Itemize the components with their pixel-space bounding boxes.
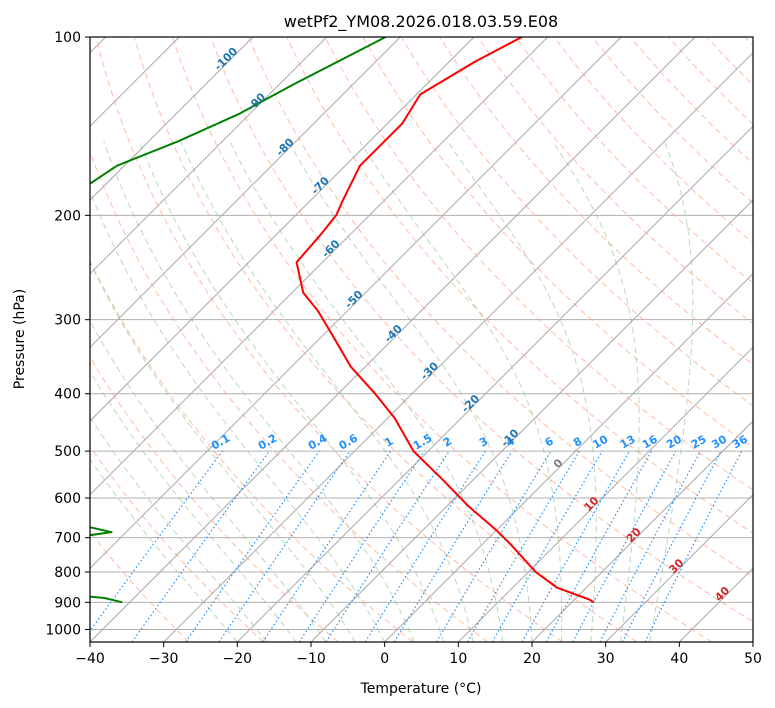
dry-adiabat: [248, 37, 753, 578]
x-tick-label: −10: [296, 651, 326, 667]
isotherm-line: [90, 37, 696, 642]
x-axis-label: Temperature (°C): [360, 681, 482, 697]
isotherm-line: [90, 37, 254, 201]
mixing-ratio-line: [521, 450, 631, 642]
moist-adiabat: [180, 141, 474, 642]
axes: −40 −30 −20 −10 0 10 20 30 40 50 100 200 300 400 500 60…: [45, 30, 762, 667]
moist-adiabat: [90, 416, 268, 642]
dry-adiabat: [286, 37, 753, 534]
x-tick-label: −30: [149, 651, 179, 667]
dry-adiabat: [210, 37, 753, 623]
mixing-ratio-line: [90, 450, 223, 632]
moist-adiabat: [90, 458, 238, 642]
dry-adiabat: [90, 356, 339, 642]
isotherm-line: [605, 493, 753, 642]
y-tick-label: 200: [54, 208, 81, 224]
mixing-ratio-line: [131, 450, 270, 642]
x-tick-label: 20: [523, 651, 541, 667]
isotherm-line: [236, 125, 753, 642]
moist-adiabat: [288, 141, 533, 642]
mixing-ratio-line: [572, 450, 677, 642]
temperature-profile: [295, 37, 595, 604]
mixing-ratio-line: [545, 450, 653, 642]
y-tick-label: 300: [54, 313, 81, 329]
x-tick-label: −40: [75, 651, 105, 667]
mixing-ratio-line: [644, 450, 743, 642]
dry-adiabat: [90, 445, 264, 642]
isotherm-line: [90, 37, 475, 422]
moist-adiabat: [552, 141, 640, 642]
y-tick-label: 700: [54, 531, 81, 547]
mixing-ratio-line: [298, 450, 425, 642]
mixing-ratio-line: [185, 450, 320, 642]
mixing-ratio-line: [393, 450, 513, 642]
moist-adiabat: [229, 141, 503, 642]
mixing-ratio-line: [325, 450, 450, 642]
y-tick-label: 500: [54, 444, 81, 460]
y-tick-label: 600: [54, 491, 81, 507]
moist-adiabat: [138, 141, 445, 642]
mixing-ratio-line: [262, 450, 392, 642]
y-tick-label: 100: [54, 30, 81, 46]
moist-adiabat: [90, 370, 297, 642]
isotherm-line: [90, 37, 328, 275]
dry-adiabat: [95, 37, 563, 642]
x-tick-label: −20: [223, 651, 253, 667]
x-tick-label: 40: [670, 651, 688, 667]
y-tick-label: 400: [54, 387, 81, 403]
isotherm-line: [90, 37, 549, 496]
mixing-ratio-line: [218, 450, 351, 642]
dry-adiabat: [133, 37, 638, 642]
chart-title: wetPf2_YM08.2026.018.03.59.E08: [284, 12, 558, 32]
x-tick-label: 30: [597, 651, 615, 667]
y-tick-label: 900: [54, 595, 81, 611]
isotherm-line: [384, 272, 753, 642]
moist-adiabat: [90, 319, 327, 642]
moist-adiabat: [447, 141, 597, 642]
x-tick-label: 50: [744, 651, 762, 667]
dry-adiabat: [324, 37, 753, 491]
profile-lines: [90, 37, 595, 604]
y-tick-label: 1000: [45, 622, 81, 638]
isotherm-line: [531, 420, 753, 642]
isotherm-line: [90, 37, 401, 349]
moist-adiabat: [359, 141, 563, 642]
moist-adiabat: [90, 189, 386, 642]
y-axis-label: Pressure (hPa): [12, 289, 28, 389]
moist-adiabat: [649, 141, 694, 642]
isotherm-line: [90, 37, 622, 570]
dry-adiabat: [90, 259, 414, 642]
moist-adiabat: [90, 260, 356, 642]
plot-frame: [89, 36, 754, 643]
x-tick-label: 10: [449, 651, 467, 667]
dry-adiabat: [515, 37, 753, 284]
x-tick-label: 0: [380, 651, 389, 667]
y-tick-label: 800: [54, 565, 81, 581]
moist-adiabat: [103, 141, 415, 642]
isotherm-line: [163, 51, 753, 642]
